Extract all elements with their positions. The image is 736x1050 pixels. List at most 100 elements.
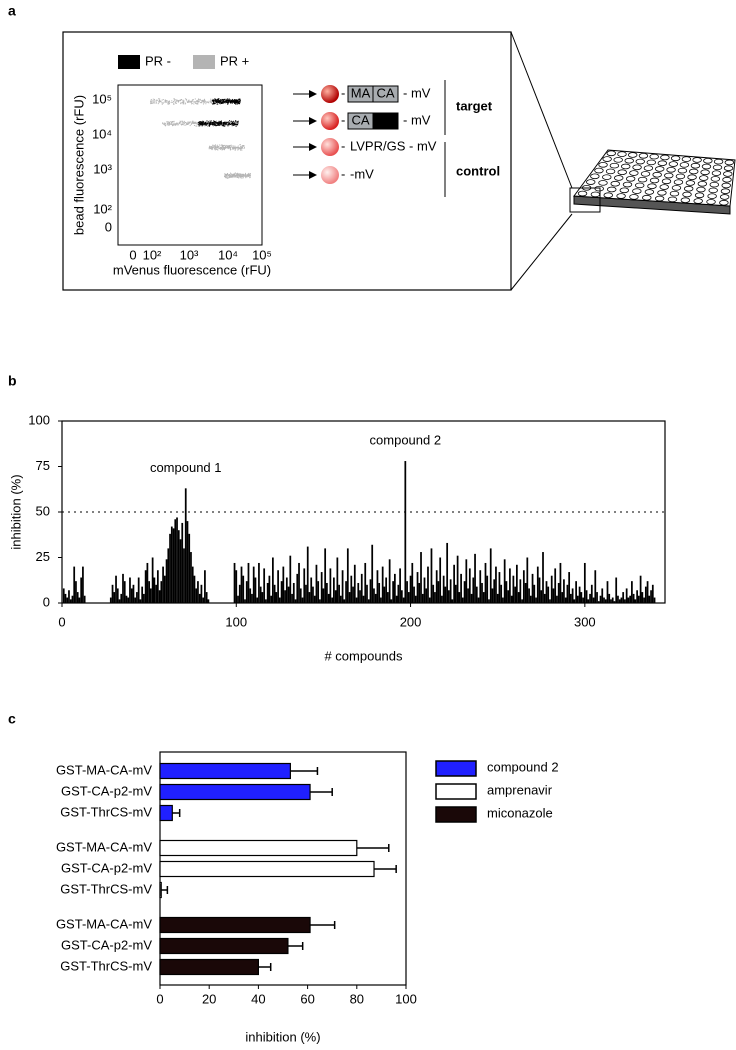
bar — [461, 597, 464, 603]
bar — [400, 590, 403, 603]
flow-dot — [170, 102, 172, 104]
flow-dot — [244, 174, 246, 176]
flow-dot — [235, 123, 237, 125]
flow-dot — [213, 101, 215, 103]
bar — [606, 581, 609, 603]
bar — [294, 599, 297, 603]
flow-dot — [224, 120, 226, 122]
well — [606, 150, 616, 157]
flow-dot — [168, 102, 170, 104]
flow-dot — [222, 98, 224, 100]
bar — [165, 559, 168, 603]
category-label: GST-CA-p2-mV — [61, 860, 152, 875]
flow-dot — [234, 123, 236, 125]
flow-dot — [191, 122, 193, 124]
bar — [601, 588, 604, 603]
well — [722, 176, 732, 183]
well — [700, 169, 710, 176]
well — [657, 160, 668, 167]
flow-dot — [226, 147, 228, 149]
bar — [496, 593, 499, 603]
bar — [484, 562, 487, 603]
flow-dot — [164, 122, 166, 124]
flow-dot — [177, 100, 179, 102]
well — [632, 188, 642, 194]
flow-dot — [205, 122, 207, 124]
bar — [432, 584, 435, 603]
flow-dot — [225, 145, 227, 147]
flow-dot — [242, 176, 244, 178]
bar — [590, 584, 593, 603]
flow-dot — [218, 98, 220, 100]
flow-dot — [231, 125, 233, 127]
flow-dot — [205, 123, 207, 125]
bar — [387, 592, 389, 603]
x-tick-label: 10² — [143, 247, 162, 262]
bar — [339, 595, 342, 603]
flow-dot — [197, 99, 199, 101]
flow-dot — [198, 121, 200, 123]
flow-dot — [172, 121, 174, 123]
flow-dot — [231, 102, 233, 104]
flow-dot — [218, 100, 220, 102]
flow-dot — [163, 101, 165, 103]
bar — [413, 586, 415, 603]
bar — [547, 586, 550, 603]
flow-dot — [204, 124, 206, 126]
bar — [488, 599, 490, 603]
flow-dot — [248, 175, 250, 177]
flow-dot — [196, 123, 198, 125]
bar — [312, 586, 314, 603]
flow-dot — [150, 100, 152, 102]
flow-dot — [231, 175, 233, 177]
bar — [277, 570, 279, 603]
flow-dot — [196, 103, 198, 105]
flow-dot — [211, 123, 213, 125]
flow-dot — [218, 145, 220, 147]
flow-dot — [162, 123, 164, 125]
flow-dot — [209, 148, 211, 150]
bar — [449, 579, 452, 603]
flow-dot — [231, 101, 233, 103]
well — [649, 177, 660, 184]
flow-dot — [215, 122, 217, 124]
legend-label: compound 2 — [487, 759, 559, 774]
bar — [571, 588, 574, 603]
well — [684, 185, 694, 192]
flow-dot — [231, 100, 233, 102]
bar — [275, 592, 278, 603]
bar — [479, 570, 482, 603]
construct-box — [372, 85, 399, 103]
flow-dot — [219, 100, 221, 102]
flow-dot — [222, 101, 224, 103]
flow-dot — [214, 101, 216, 103]
legend-swatch — [118, 55, 140, 69]
bead — [321, 166, 339, 184]
flow-dot — [234, 148, 236, 150]
flow-dot — [220, 122, 222, 124]
flow-dot — [199, 99, 201, 101]
flow-dot — [191, 102, 193, 104]
bar — [402, 597, 405, 603]
flow-dot — [183, 102, 185, 104]
flow-dot — [204, 123, 206, 125]
bar — [272, 557, 274, 603]
well — [697, 180, 708, 187]
well — [699, 175, 709, 181]
bar — [195, 588, 198, 603]
bar — [338, 584, 340, 603]
flow-dot — [223, 124, 225, 126]
flow-dot — [210, 121, 212, 123]
flow-dot — [235, 100, 237, 102]
flow-dot — [214, 149, 216, 151]
flow-dot — [213, 122, 215, 124]
flow-dot — [173, 122, 175, 124]
flow-dot — [193, 103, 195, 105]
flow-dot — [243, 174, 245, 176]
bar — [235, 570, 238, 603]
flow-dot — [184, 121, 186, 123]
flow-dot — [236, 121, 238, 123]
bar — [505, 581, 508, 603]
flow-dot — [235, 175, 237, 177]
zoom-line — [510, 213, 573, 291]
